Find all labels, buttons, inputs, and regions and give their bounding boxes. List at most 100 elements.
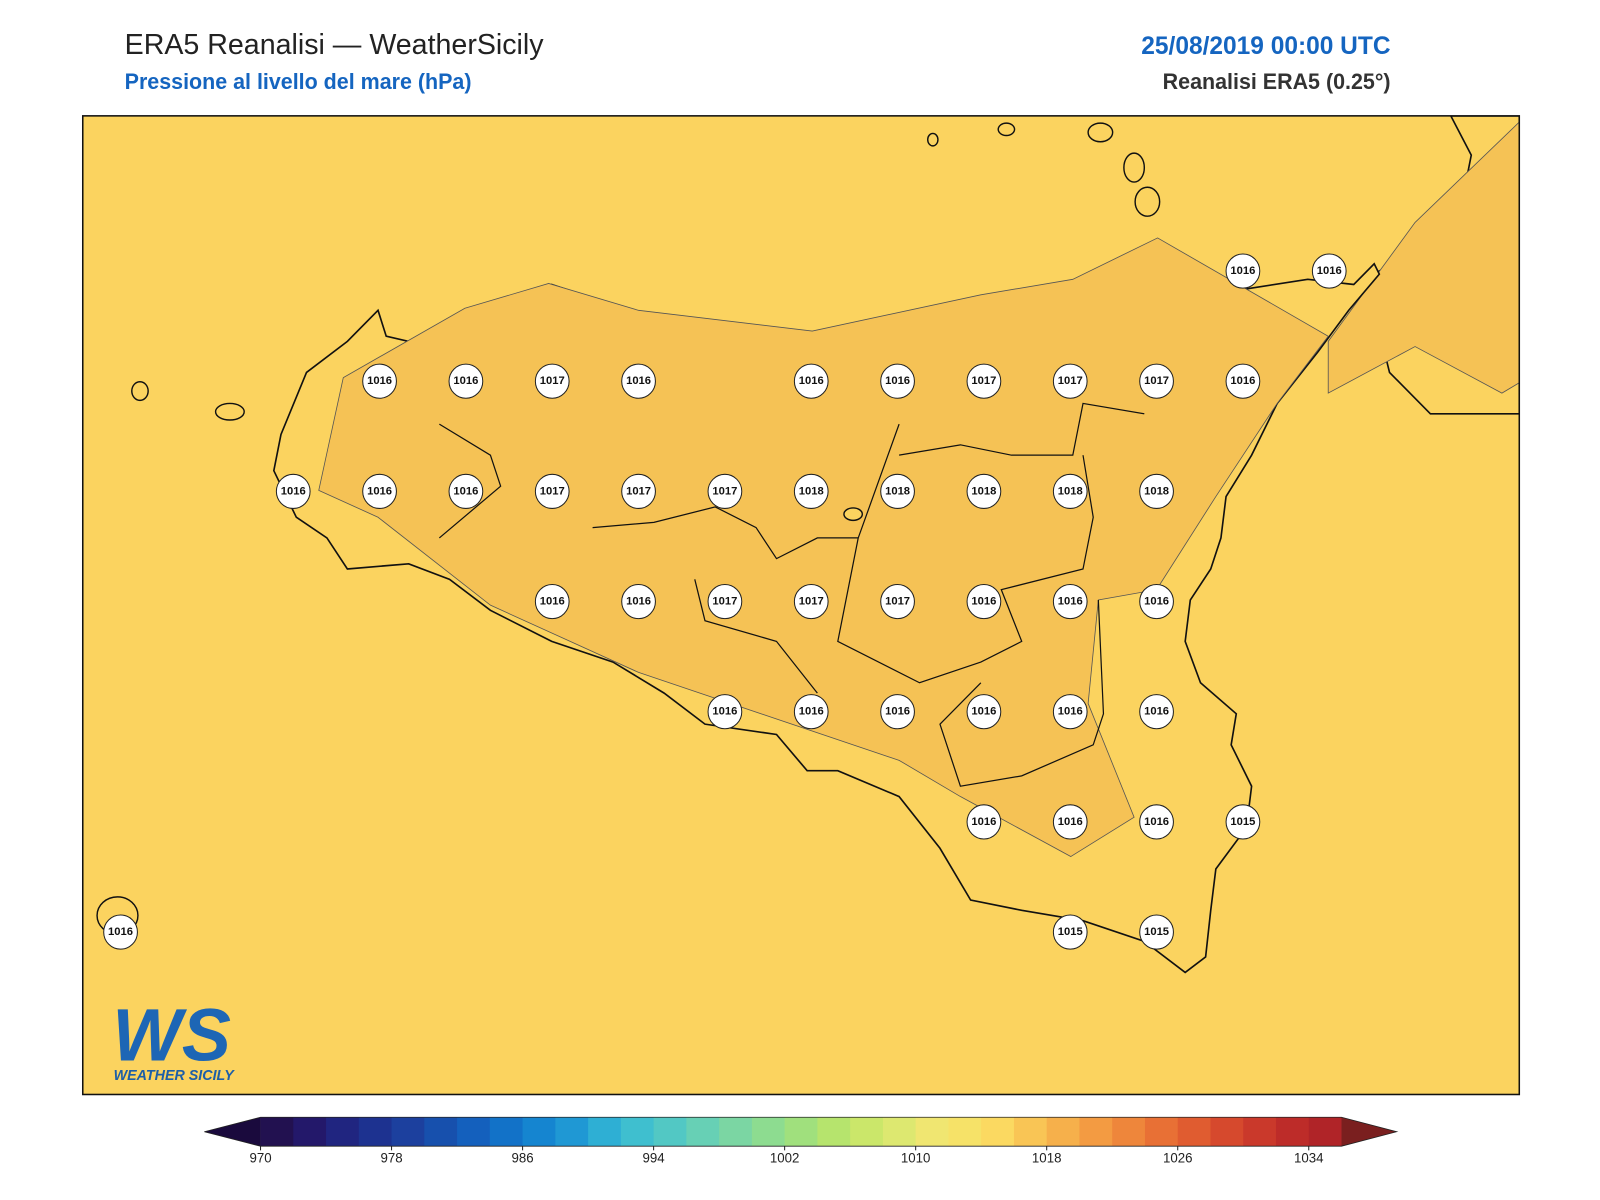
marker [1052, 914, 1088, 950]
colorbar-tick-label: 1026 [1163, 1151, 1193, 1166]
colorbar-bin [1013, 1117, 1048, 1147]
marker-label: 1018 [799, 485, 824, 497]
province-borders [438, 402, 1145, 787]
marker-label: 1016 [626, 596, 651, 608]
marker-label: 1017 [712, 596, 737, 608]
marker [793, 473, 829, 509]
date: 25/08/2019 00:00 UTC [1141, 33, 1390, 60]
marker-label: 1018 [971, 485, 996, 497]
marker-label: 1016 [367, 485, 392, 497]
marker [707, 473, 743, 509]
colorbar-bin [686, 1117, 720, 1147]
marker-label: 1016 [453, 375, 478, 387]
colorbar-tick-label: 970 [249, 1151, 271, 1166]
colorbar-bin [620, 1117, 655, 1147]
map-frame [81, 115, 1521, 1096]
marker-label: 1016 [626, 375, 651, 387]
marker-label: 1016 [1144, 706, 1169, 718]
map: 1016 1016 1016 1016 1017 1016 1016 1016 1017 1017… [82, 115, 1520, 1095]
marker-label: 1016 [1058, 596, 1083, 608]
marker-label: 1016 [885, 706, 910, 718]
colorbar-bin [1177, 1117, 1211, 1147]
colorbar-bin [1112, 1117, 1146, 1147]
logo-text: WEATHER SICILY [114, 1068, 236, 1084]
colorbar-bin [817, 1117, 851, 1147]
colorbar-bin [1275, 1117, 1310, 1147]
marker [966, 583, 1002, 620]
colorbar-over [1341, 1117, 1397, 1147]
colorbar-bin [1243, 1117, 1277, 1147]
marker [793, 583, 829, 620]
colorbar-bin [948, 1117, 982, 1147]
colorbar-bin [1046, 1117, 1080, 1147]
marker [1139, 694, 1174, 730]
marker [966, 804, 1002, 840]
marker-label: 1016 [1058, 706, 1083, 718]
marker [966, 363, 1002, 399]
marker-label: 1017 [540, 485, 565, 497]
marker-label: 1018 [885, 485, 910, 497]
marker [1139, 914, 1174, 950]
marker [1225, 363, 1261, 399]
marker [1311, 253, 1347, 289]
marker [793, 694, 829, 730]
marker [103, 914, 138, 950]
marker [534, 583, 570, 620]
marker [621, 363, 656, 399]
colorbar-under [204, 1117, 261, 1147]
marker-label: 1016 [1144, 596, 1169, 608]
marker-label: 1015 [1230, 816, 1255, 828]
marker [880, 473, 915, 509]
marker [793, 363, 829, 399]
colorbar-bin [751, 1117, 786, 1147]
marker-label: 1016 [971, 706, 996, 718]
logo-mark: WS [112, 993, 230, 1077]
marker-label: 1016 [1144, 816, 1169, 828]
marker [1052, 694, 1088, 730]
marker-label: 1017 [1144, 375, 1169, 387]
marker [1052, 583, 1088, 620]
marker-label: 1016 [971, 596, 996, 608]
colorbar-bin [653, 1117, 687, 1147]
marker [621, 473, 656, 509]
colorbar-bin [489, 1117, 524, 1147]
colorbar-bin [358, 1117, 393, 1147]
marker [1052, 363, 1088, 399]
colorbar-bin [850, 1117, 884, 1147]
colorbar-tick-label: 978 [380, 1151, 402, 1166]
marker-label: 1016 [885, 375, 910, 387]
marker-label: 1015 [1144, 926, 1169, 938]
marker [1139, 363, 1174, 399]
marker [880, 694, 915, 730]
marker-label: 1016 [712, 706, 737, 718]
marker-label: 1018 [1144, 485, 1169, 497]
subtitle: Pressione al livello del mare (hPa) [125, 69, 472, 94]
colorbar-bin [915, 1117, 949, 1147]
colorbar-tick-label: 994 [643, 1151, 666, 1166]
value-markers: 1016 1016 1016 1016 1017 1016 1016 1016 1017 1017… [103, 253, 1347, 950]
marker [966, 473, 1002, 509]
marker [1139, 473, 1174, 509]
colorbar-bin [784, 1117, 818, 1147]
marker-label: 1016 [540, 596, 565, 608]
marker-label: 1017 [540, 375, 565, 387]
marker-label: 1015 [1058, 926, 1083, 938]
marker [707, 583, 743, 620]
colorbar-bin [1308, 1117, 1343, 1147]
marker-label: 1016 [108, 926, 133, 938]
marker [362, 473, 397, 509]
marker [880, 363, 915, 399]
marker [621, 583, 656, 620]
marker-label: 1016 [971, 816, 996, 828]
shade-area [1327, 121, 1520, 394]
marker-label: 1017 [799, 596, 824, 608]
colorbar-bin [1210, 1117, 1244, 1147]
marker-label: 1017 [626, 485, 651, 497]
colorbar-bin [424, 1117, 458, 1147]
marker-label: 1017 [885, 596, 910, 608]
marker-label: 1017 [1058, 375, 1083, 387]
colorbar-tick-label: 1018 [1032, 1151, 1062, 1166]
colorbar-bin [457, 1117, 491, 1147]
